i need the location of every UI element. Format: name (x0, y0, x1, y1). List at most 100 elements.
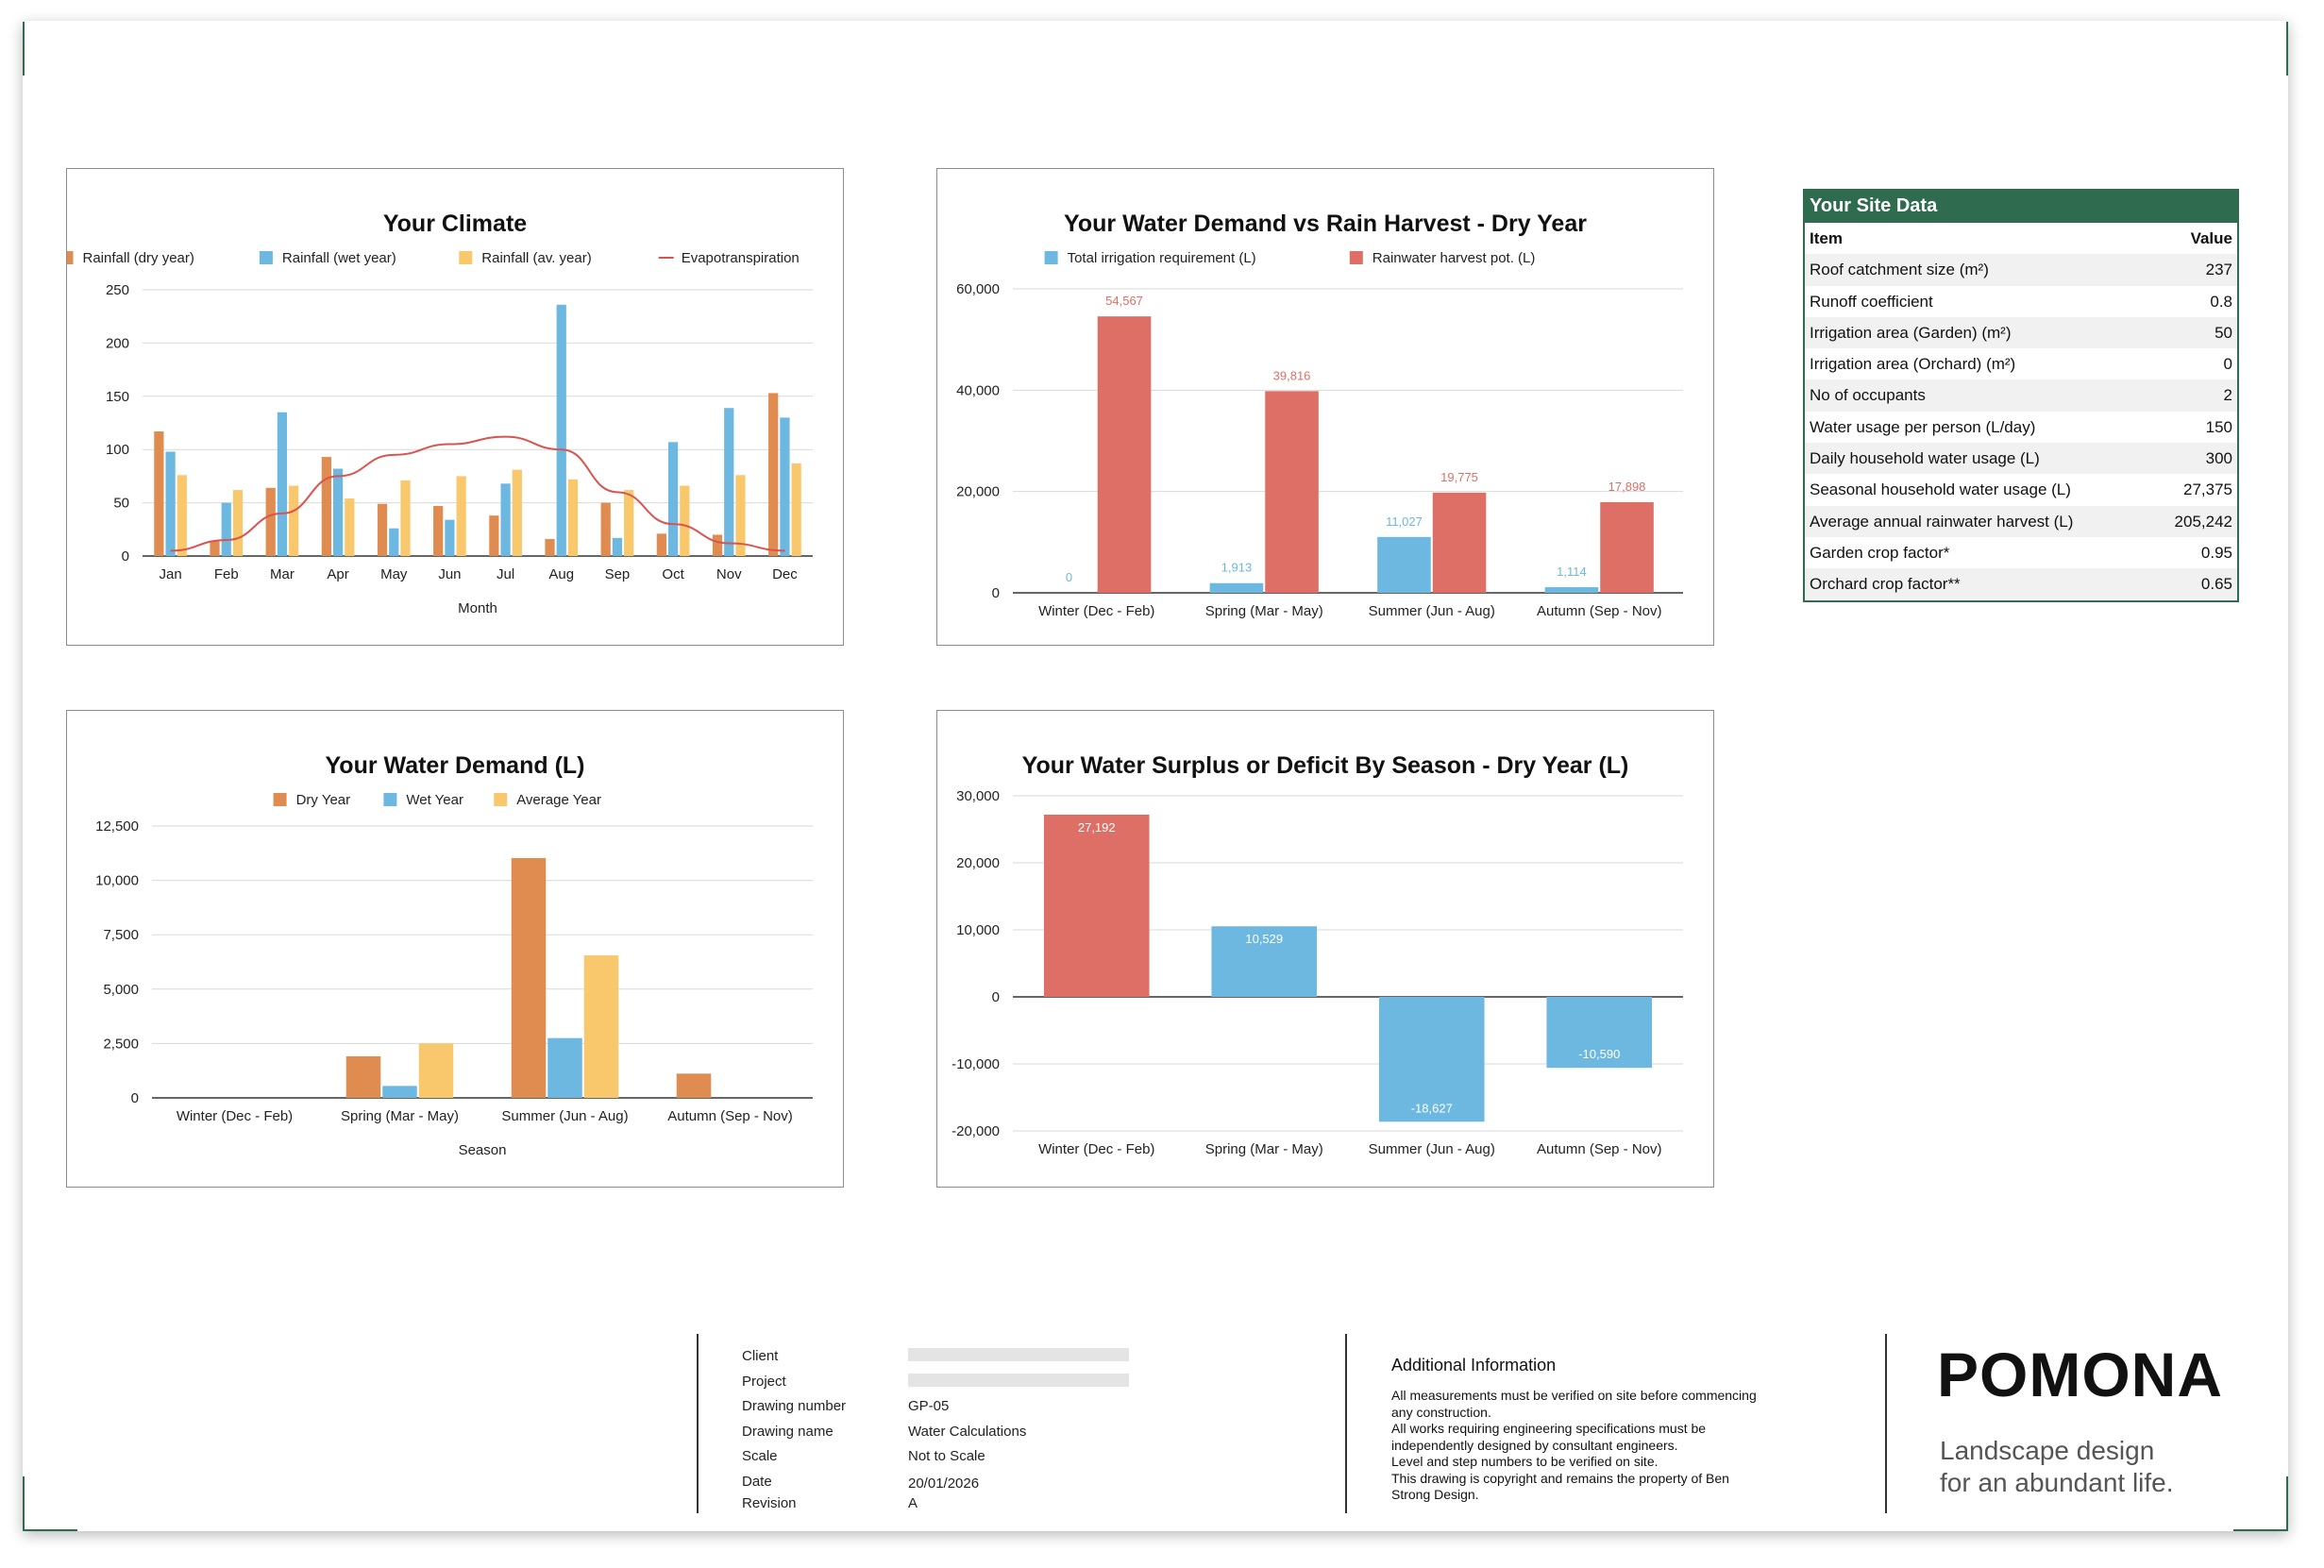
data-label: 0 (1066, 570, 1072, 584)
x-tick-label: Sep (605, 566, 631, 582)
x-tick-label: Autumn (Sep - Nov) (1537, 1141, 1662, 1157)
site-data-value: 27,375 (2183, 481, 2232, 499)
site-data-row: Irrigation area (Garden) (m²) 50 (1805, 316, 2237, 349)
y-tick-label: 0 (131, 1090, 139, 1106)
legend-label: Rainfall (dry year) (83, 250, 194, 266)
bar (165, 451, 176, 556)
x-tick-label: Spring (Mar - May) (341, 1108, 459, 1124)
x-tick-label: Feb (214, 566, 239, 582)
legend-swatch (1044, 251, 1058, 264)
legend-label: Average Year (516, 792, 601, 808)
label-project: Project (742, 1374, 786, 1390)
chart-water-demand-svg: Your Water Demand (L) Dry Year Wet Year Ave… (95, 752, 813, 1158)
bar (400, 480, 411, 556)
value-date: 20/01/2026 (908, 1475, 980, 1492)
value-drawing-name: Water Calculations (908, 1424, 1027, 1440)
x-tick-label: Summer (Jun - Aug) (1369, 1141, 1495, 1157)
bar (680, 485, 690, 556)
y-tick-label: 30,000 (956, 788, 1000, 804)
additional-info-text: All measurements must be verified on sit… (1391, 1388, 1826, 1504)
y-tick-label: -10,000 (951, 1056, 1000, 1072)
site-data-header-value: Value (2190, 229, 2232, 247)
bar (656, 533, 666, 556)
bar (667, 442, 679, 556)
evapotranspiration-line (170, 435, 785, 552)
chart-title: Your Climate (383, 211, 527, 237)
bar (210, 541, 220, 556)
site-data-value: 0.8 (2210, 292, 2232, 311)
site-data-header-row: Item Value (1805, 223, 2237, 254)
site-data-row: Seasonal household water usage (L) 27,375 (1805, 474, 2237, 505)
legend-label: Total irrigation requirement (L) (1068, 250, 1256, 266)
y-tick-label: 100 (106, 442, 129, 458)
y-tick-label: 200 (106, 335, 129, 351)
legend-label: Evapotranspiration (682, 250, 800, 266)
data-label: 17,898 (1608, 480, 1646, 494)
data-label: 11,027 (1386, 514, 1423, 529)
bar (735, 475, 746, 556)
y-tick-label: 20,000 (956, 855, 1000, 871)
legend-label: Rainwater harvest pot. (L) (1373, 250, 1536, 266)
x-tick-label: Apr (327, 566, 348, 582)
brand-logo: POMONA (1937, 1340, 2223, 1409)
bar (433, 505, 444, 556)
site-data-item: No of occupants (1810, 386, 1926, 405)
site-data-value: 150 (2205, 417, 2232, 436)
y-tick-label: -20,000 (951, 1123, 1000, 1139)
additional-info-title: Additional Information (1391, 1356, 1557, 1374)
bar (1265, 391, 1319, 593)
label-scale: Scale (742, 1448, 778, 1464)
site-data-value: 300 (2205, 449, 2232, 468)
chart-surplus-deficit-svg: Your Water Surplus or Deficit By Season … (951, 752, 1683, 1157)
bar (389, 528, 399, 556)
site-data-row: Average annual rainwater harvest (L) 205,… (1805, 505, 2237, 537)
y-tick-label: 60,000 (956, 281, 1000, 297)
site-data-item: Runoff coefficient (1810, 292, 1933, 311)
site-data-value: 205,242 (2174, 512, 2232, 531)
bar (232, 490, 244, 556)
site-data-row: Garden crop factor* 0.95 (1805, 537, 2237, 568)
bar (177, 475, 187, 556)
legend-label: Rainfall (wet year) (282, 250, 396, 266)
additional-info-line: any construction. (1391, 1404, 1491, 1420)
corner-mark-top-right (2286, 22, 2288, 76)
bar (221, 502, 231, 556)
bar (1097, 316, 1152, 593)
y-tick-label: 12,500 (95, 818, 139, 835)
title-block-divider-3 (1885, 1334, 1887, 1513)
y-tick-label: 0 (992, 585, 1000, 601)
bar (547, 1037, 582, 1098)
chart-demand-vs-harvest: Your Water Demand vs Rain Harvest - Dry … (936, 168, 1714, 646)
bar (277, 412, 288, 556)
x-tick-label: Mar (270, 566, 295, 582)
x-tick-label: Spring (Mar - May) (1205, 603, 1323, 619)
x-tick-label: Autumn (Sep - Nov) (1537, 603, 1662, 619)
chart-surplus-deficit: Your Water Surplus or Deficit By Season … (936, 710, 1714, 1188)
title-block-divider-2 (1345, 1334, 1347, 1513)
x-tick-label: Autumn (Sep - Nov) (667, 1108, 793, 1124)
chart-water-demand: Your Water Demand (L) Dry Year Wet Year Ave… (66, 710, 844, 1188)
site-data-row: Daily household water usage (L) 300 (1805, 443, 2237, 475)
corner-mark-top-left (23, 22, 25, 76)
y-tick-label: 250 (106, 282, 129, 298)
bar (445, 519, 455, 556)
bar (768, 393, 779, 556)
bar (676, 1073, 712, 1098)
bar (791, 463, 801, 556)
site-data-item: Daily household water usage (L) (1810, 449, 2040, 468)
y-tick-label: 40,000 (956, 382, 1000, 398)
label-date: Date (742, 1474, 772, 1490)
legend-swatch (273, 793, 287, 806)
y-tick-label: 0 (122, 548, 129, 565)
x-tick-label: Winter (Dec - Feb) (177, 1108, 293, 1124)
data-label: 1,913 (1221, 561, 1253, 575)
data-label: 39,816 (1273, 368, 1311, 382)
y-tick-label: 50 (113, 496, 129, 512)
project-redacted (908, 1374, 1129, 1387)
data-label: 10,529 (1245, 932, 1283, 946)
site-data-row: Runoff coefficient 0.8 (1805, 286, 2237, 317)
bar (1378, 997, 1485, 1122)
x-tick-label: Oct (662, 566, 684, 582)
chart-demand-vs-harvest-svg: Your Water Demand vs Rain Harvest - Dry … (956, 211, 1683, 619)
chart-climate: Your Climate Rainfall (dry year) Rainfall … (66, 168, 844, 646)
